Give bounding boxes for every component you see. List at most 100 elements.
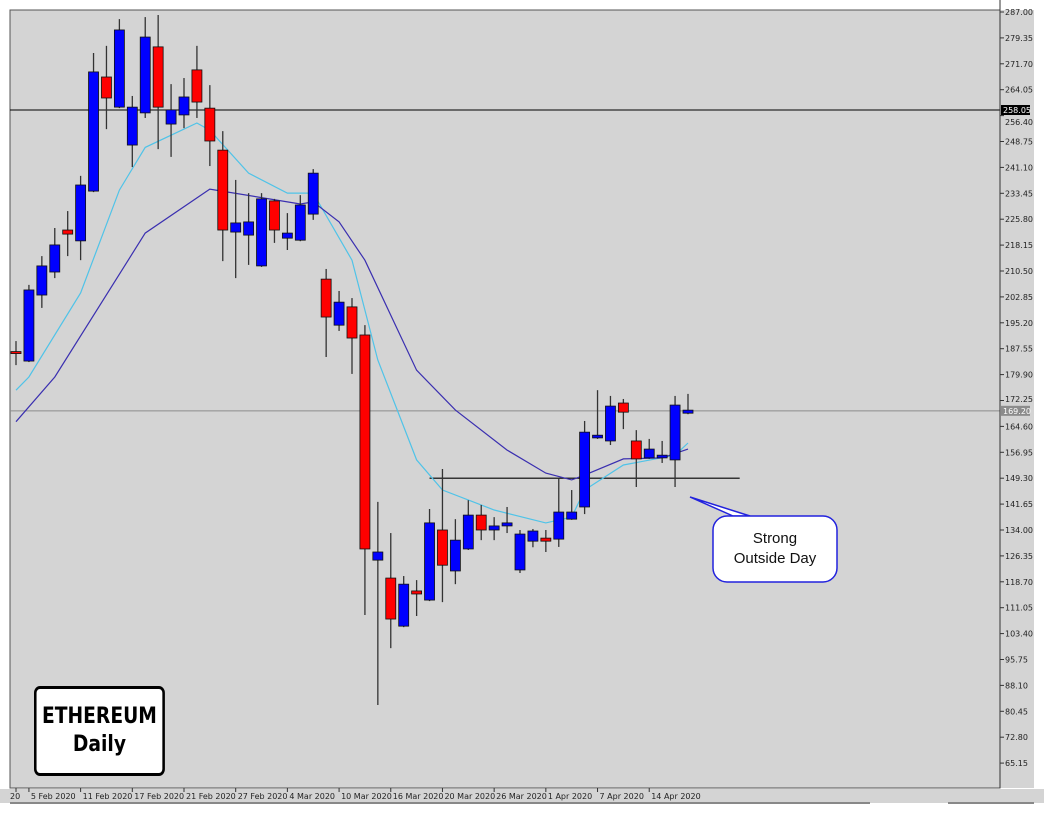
candle xyxy=(424,509,435,602)
candle-body xyxy=(126,106,138,146)
candle-body xyxy=(269,200,280,231)
candle xyxy=(23,284,35,363)
candle-body xyxy=(178,96,190,116)
candle-body xyxy=(617,402,629,413)
y-tick-label: 271.70 xyxy=(1005,60,1033,69)
x-tick-label: 5 Feb 2020 xyxy=(31,792,76,801)
candle xyxy=(501,506,513,534)
candle xyxy=(126,95,138,168)
candle-body xyxy=(62,229,74,235)
y-tick-label: 202.85 xyxy=(1005,293,1033,302)
y-tick-label: 248.75 xyxy=(1005,137,1033,146)
candle xyxy=(488,517,500,541)
candle-body xyxy=(462,514,474,550)
candle-body xyxy=(579,431,591,508)
y-tick-label: 118.70 xyxy=(1005,578,1033,587)
candle xyxy=(294,195,306,242)
price-level-tag-label: 169.20 xyxy=(1003,407,1031,416)
candle xyxy=(36,256,48,308)
candle xyxy=(617,398,629,430)
candle xyxy=(101,45,112,130)
price-level-tag xyxy=(1001,105,1030,116)
candle xyxy=(49,228,61,279)
y-tick-label: 172.25 xyxy=(1005,395,1033,404)
candle xyxy=(243,193,255,265)
x-tick-label: 11 Feb 2020 xyxy=(83,792,133,801)
x-tick-label: 21 Feb 2020 xyxy=(186,792,236,801)
candle-body xyxy=(643,448,655,459)
candle-body xyxy=(592,434,603,439)
candle xyxy=(656,440,668,463)
y-tick-label: 241.10 xyxy=(1005,163,1033,172)
candle-body xyxy=(566,511,578,520)
timeframe-label: Daily xyxy=(72,732,127,757)
x-tick-label: 1 Apr 2020 xyxy=(548,792,592,801)
candle xyxy=(592,390,603,439)
x-tick-label: 7 Apr 2020 xyxy=(600,792,644,801)
candle xyxy=(269,198,280,243)
candle xyxy=(307,169,319,220)
candle xyxy=(398,576,410,628)
candle-body xyxy=(527,530,539,542)
callout-bubble xyxy=(712,515,838,583)
candle-body xyxy=(424,522,435,601)
candle xyxy=(346,298,358,374)
y-tick-label: 225.80 xyxy=(1005,215,1033,224)
candle-body xyxy=(501,522,513,527)
candle xyxy=(165,84,177,157)
candle xyxy=(113,19,125,109)
y-tick-label: 187.55 xyxy=(1005,345,1033,354)
y-tick-label: 141.65 xyxy=(1005,500,1033,509)
candle-body xyxy=(514,533,526,571)
candle xyxy=(437,469,448,603)
annotation-callout-text: Strong Outside Day xyxy=(713,516,837,582)
candle xyxy=(643,438,655,459)
candle-body xyxy=(256,198,267,267)
candle-body xyxy=(152,46,164,108)
candle-body xyxy=(449,539,461,572)
plot-background xyxy=(10,10,1034,788)
candle xyxy=(230,179,242,279)
y-tick-label: 164.60 xyxy=(1005,422,1033,431)
candle-body xyxy=(372,551,384,561)
candle xyxy=(540,529,552,553)
candle xyxy=(566,490,578,520)
candle-body xyxy=(540,537,552,542)
plot-layer xyxy=(10,15,1000,706)
candle-body xyxy=(682,409,694,414)
y-tick-label: 195.20 xyxy=(1005,319,1033,328)
x-tick-label: 14 Apr 2020 xyxy=(651,792,700,801)
candle xyxy=(630,430,642,487)
moving-average-slow xyxy=(15,188,689,481)
y-tick-label: 279.35 xyxy=(1005,34,1033,43)
candle xyxy=(10,341,22,366)
candle-body xyxy=(475,514,487,531)
x-tick-label: 20 Mar 2020 xyxy=(444,792,495,801)
y-tick-label: 126.35 xyxy=(1005,552,1033,561)
candle xyxy=(320,268,332,357)
candle-body xyxy=(656,454,668,459)
y-tick-label: 65.15 xyxy=(1005,759,1028,768)
candle xyxy=(514,529,526,573)
y-tick-label: 103.40 xyxy=(1005,630,1033,639)
candle xyxy=(217,131,229,262)
candle xyxy=(139,17,151,118)
candle xyxy=(669,395,681,487)
y-tick-label: 80.45 xyxy=(1005,707,1028,716)
candle xyxy=(475,504,487,541)
candle-body xyxy=(630,440,642,460)
candle xyxy=(372,501,384,706)
y-tick-label: 95.75 xyxy=(1005,655,1028,664)
candle xyxy=(178,78,190,129)
y-tick-label: 72.80 xyxy=(1005,733,1028,742)
candle-body xyxy=(437,529,448,566)
candle xyxy=(682,393,694,415)
candle-body xyxy=(346,306,358,339)
candle-body xyxy=(359,334,371,550)
candle xyxy=(449,519,461,585)
candle-body xyxy=(23,289,35,362)
candle-body xyxy=(294,204,306,241)
candle-body xyxy=(36,265,48,296)
y-tick-label: 111.05 xyxy=(1005,604,1033,613)
y-tick-label: 149.30 xyxy=(1005,474,1033,483)
